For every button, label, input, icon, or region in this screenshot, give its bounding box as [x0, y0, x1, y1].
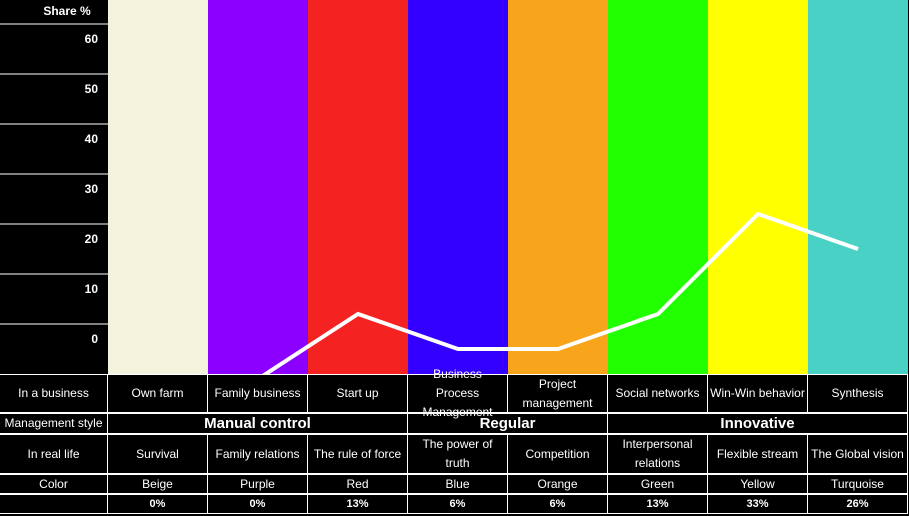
share-cell: 0%: [107, 494, 208, 514]
column-band: [608, 0, 708, 374]
y-tick-label: 10: [85, 282, 99, 296]
real-life-cell: The power of truth: [407, 434, 508, 474]
real-life-cell: Competition: [507, 434, 608, 474]
share-cell: 0%: [207, 494, 308, 514]
share-cell: 6%: [407, 494, 508, 514]
business-cell: Win-Win behavior: [707, 374, 808, 413]
color-cell: Turquoise: [807, 474, 908, 494]
column-band: [408, 0, 508, 374]
color-cell: Purple: [207, 474, 308, 494]
real-life-cell: The rule of force: [307, 434, 408, 474]
y-axis-title: Share %: [43, 4, 91, 18]
share-cell: 6%: [507, 494, 608, 514]
y-tick-label: 30: [85, 182, 99, 196]
row-label: In a business: [0, 374, 108, 413]
share-line: [262, 211, 859, 374]
column-band: [208, 0, 308, 374]
column-band: [308, 0, 408, 374]
color-cell: Orange: [507, 474, 608, 494]
y-tick-label: 0: [91, 332, 98, 346]
row-label: Color: [0, 474, 108, 494]
y-tick-label: 50: [85, 82, 99, 96]
real-life-cell: Flexible stream: [707, 434, 808, 474]
color-cell: Red: [307, 474, 408, 494]
column-band: [508, 0, 608, 374]
style-cell: Manual control: [107, 413, 408, 434]
column-band: [808, 0, 908, 374]
business-cell: Social networks: [607, 374, 708, 413]
share-cell: 13%: [307, 494, 408, 514]
color-cell: Beige: [107, 474, 208, 494]
business-cell: Project management: [507, 374, 608, 413]
real-life-cell: The Global vision: [807, 434, 908, 474]
business-cell: Own farm: [107, 374, 208, 413]
real-life-cell: Family relations: [207, 434, 308, 474]
share-cell: 26%: [807, 494, 908, 514]
real-life-cell: Interpersonal relations: [607, 434, 708, 474]
column-band: [108, 0, 208, 374]
color-cell: Blue: [407, 474, 508, 494]
business-cell: Synthesis: [807, 374, 908, 413]
share-cell: 33%: [707, 494, 808, 514]
y-tick-label: 40: [85, 132, 99, 146]
style-cell: Innovative: [607, 413, 908, 434]
real-life-cell: Survival: [107, 434, 208, 474]
color-cell: Green: [607, 474, 708, 494]
y-tick-label: 60: [85, 32, 99, 46]
business-cell: Business Process Management: [407, 367, 508, 419]
share-cell: 13%: [607, 494, 708, 514]
style-cell: Regular: [407, 413, 608, 434]
chart: Share % 0 10 20 30 40 50 60: [0, 0, 908, 374]
color-cell: Yellow: [707, 474, 808, 494]
row-label: Management style: [0, 413, 108, 434]
y-tick-label: 20: [85, 232, 99, 246]
row-label: In real life: [0, 434, 108, 474]
column-band: [708, 0, 808, 374]
business-cell: Family business: [207, 374, 308, 413]
row-label: [0, 494, 108, 514]
business-cell: Start up: [307, 374, 408, 413]
